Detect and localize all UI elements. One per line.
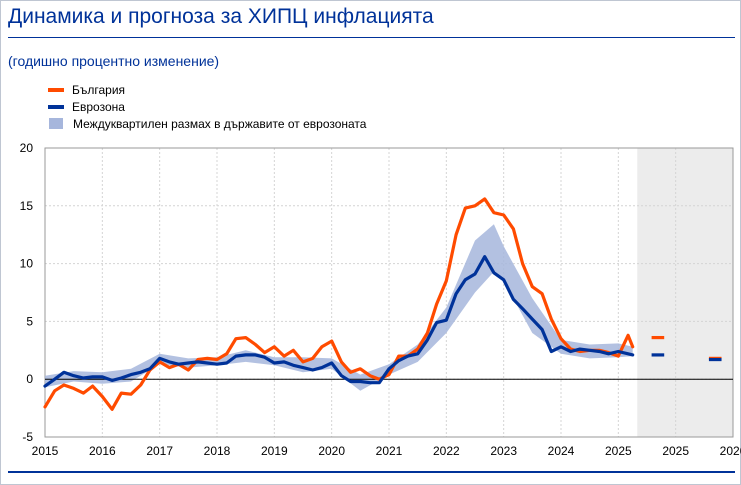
legend-swatch-euroarea [48,104,64,109]
x-tick-label: 2023 [490,444,517,458]
y-tick-label: 5 [26,314,33,328]
legend-swatch-range [49,118,63,129]
legend-label-bulgaria: България [72,82,126,97]
y-tick-label: 10 [20,257,34,271]
projection-shade [637,148,733,437]
chart-subtitle: (годишно процентно изменение) [8,53,220,69]
legend-label-range: Междуквартилен размах в държавите от евр… [73,116,367,131]
series-line-bulgaria [43,197,635,411]
x-tick-label: 2022 [433,444,460,458]
title-rule [8,37,735,38]
x-tick-label: 2016 [89,444,116,458]
x-tick-label: 2015 [32,444,59,458]
x-tick-label: 2017 [146,444,173,458]
legend-item-range: Междуквартилен размах в държавите от евр… [48,115,366,132]
y-tick-label: -5 [22,430,33,444]
x-tick-label: 2019 [261,444,288,458]
bottom-rule [8,471,735,473]
x-tick-label: 2025 [662,444,689,458]
y-tick-label: 15 [20,199,34,213]
legend-item-bulgaria: България [48,81,366,98]
x-tick-label: 2026 [720,444,741,458]
interquartile-range-band [45,224,633,391]
x-tick-label: 2024 [548,444,575,458]
x-tick-label: 2021 [376,444,403,458]
chart-title: Динамика и прогноза за ХИПЦ инфлацията [8,5,434,28]
legend-label-euroarea: Еврозона [72,99,125,114]
legend: България Еврозона Междуквартилен размах … [48,81,366,132]
plot-border [44,147,734,438]
legend-swatch-bulgaria [48,87,64,92]
x-tick-label: 2025 [605,444,632,458]
legend-item-euroarea: Еврозона [48,98,366,115]
y-tick-label: 0 [26,372,33,386]
x-tick-label: 2020 [318,444,345,458]
series-line-euroarea [43,255,635,388]
x-tick-label: 2018 [204,444,231,458]
y-tick-label: 20 [20,141,34,155]
